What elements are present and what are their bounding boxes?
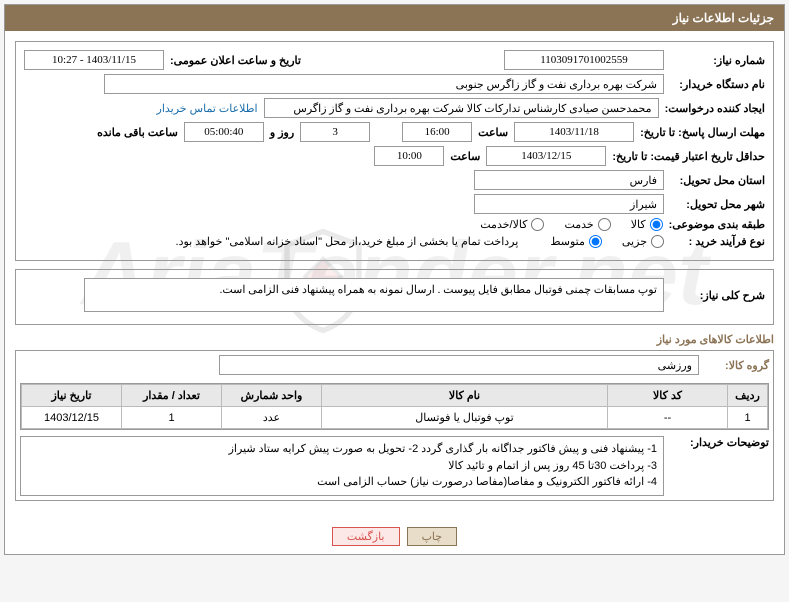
- group-value: ورزشی: [219, 355, 699, 375]
- main-fieldset: شماره نیاز: 1103091701002559 تاریخ و ساع…: [15, 41, 774, 261]
- panel-title: جزئیات اطلاعات نیاز: [673, 11, 774, 25]
- category-label-goods: کالا: [631, 218, 646, 231]
- items-table-wrap: ردیف کد کالا نام کالا واحد شمارش تعداد /…: [20, 383, 769, 430]
- category-radio-goods[interactable]: [650, 218, 663, 231]
- category-radio-group: کالا خدمت کالا/خدمت: [480, 218, 662, 231]
- category-label: طبقه بندی موضوعی:: [669, 218, 765, 231]
- row-buyer-org: نام دستگاه خریدار: شرکت بهره برداری نفت …: [24, 74, 765, 94]
- purchase-type-label: نوع فرآیند خرید :: [670, 235, 765, 248]
- row-province: استان محل تحویل: فارس: [24, 170, 765, 190]
- col-unit: واحد شمارش: [222, 385, 322, 407]
- deadline-hour: 16:00: [402, 122, 472, 142]
- items-table: ردیف کد کالا نام کالا واحد شمارش تعداد /…: [21, 384, 768, 429]
- purchase-type-label-minor: جزیی: [622, 235, 647, 248]
- main-container: جزئیات اطلاعات نیاز AriaTender.net شماره…: [4, 4, 785, 555]
- buyer-org-label: نام دستگاه خریدار:: [670, 78, 765, 91]
- row-validity: حداقل تاریخ اعتبار قیمت: تا تاریخ: 1403/…: [24, 146, 765, 166]
- desc-value: توپ مسابقات چمنی فوتبال مطابق فایل پیوست…: [84, 278, 664, 312]
- desc-fieldset: شرح کلی نیاز: توپ مسابقات چمنی فوتبال مط…: [15, 269, 774, 325]
- cell-qty: 1: [122, 407, 222, 429]
- col-row-no: ردیف: [728, 385, 768, 407]
- city-label: شهر محل تحویل:: [670, 198, 765, 211]
- purchase-type-radio-minor[interactable]: [651, 235, 664, 248]
- category-label-service: خدمت: [564, 218, 593, 231]
- category-option-goods[interactable]: کالا: [631, 218, 663, 231]
- validity-label: حداقل تاریخ اعتبار قیمت: تا تاریخ:: [612, 150, 765, 163]
- validity-hour: 10:00: [374, 146, 444, 166]
- deadline-days-label: روز و: [270, 126, 294, 139]
- back-button[interactable]: بازگشت: [332, 527, 400, 546]
- panel-body: AriaTender.net شماره نیاز: 1103091701002…: [5, 31, 784, 519]
- validity-date: 1403/12/15: [486, 146, 606, 166]
- row-category: طبقه بندی موضوعی: کالا خدمت کالا/خدمت: [24, 218, 765, 231]
- items-table-header-row: ردیف کد کالا نام کالا واحد شمارش تعداد /…: [22, 385, 768, 407]
- buyer-notes-box: 1- پیشنهاد فنی و پیش فاکتور جداگانه بار …: [20, 436, 664, 496]
- purchase-type-option-minor[interactable]: جزیی: [622, 235, 664, 248]
- row-group: گروه کالا: ورزشی: [20, 355, 769, 375]
- row-purchase-type: نوع فرآیند خرید : جزیی متوسط پرداخت تمام…: [24, 235, 765, 248]
- col-item-name: نام کالا: [322, 385, 608, 407]
- buyer-notes-line-3: 4- ارائه فاکتور الکترونیک و مفاصا(مفاصا …: [27, 474, 657, 491]
- deadline-remain: 05:00:40: [184, 122, 264, 142]
- announce-date-label: تاریخ و ساعت اعلان عمومی:: [170, 54, 301, 67]
- category-option-service[interactable]: خدمت: [564, 218, 610, 231]
- province-label: استان محل تحویل:: [670, 174, 765, 187]
- cell-row-no: 1: [728, 407, 768, 429]
- purchase-type-option-medium[interactable]: متوسط: [550, 235, 602, 248]
- announce-date-value: 1403/11/15 - 10:27: [24, 50, 164, 70]
- print-button[interactable]: چاپ: [407, 527, 458, 546]
- cell-need-date: 1403/12/15: [22, 407, 122, 429]
- buyer-notes-label: توضیحات خریدار:: [674, 436, 769, 496]
- table-row: 1 -- توپ فوتبال یا فوتسال عدد 1 1403/12/…: [22, 407, 768, 429]
- items-fieldset: گروه کالا: ورزشی ردیف کد کالا نام کالا و…: [15, 350, 774, 501]
- row-request-no: شماره نیاز: 1103091701002559 تاریخ و ساع…: [24, 50, 765, 70]
- purchase-type-label-medium: متوسط: [550, 235, 585, 248]
- validity-hour-label: ساعت: [450, 150, 480, 163]
- buyer-org-value: شرکت بهره برداری نفت و گاز زاگرس جنوبی: [104, 74, 664, 94]
- row-requester: ایجاد کننده درخواست: محمدحسن صیادی کارشن…: [24, 98, 765, 118]
- col-item-code: کد کالا: [608, 385, 728, 407]
- province-value: فارس: [474, 170, 664, 190]
- request-no-value: 1103091701002559: [504, 50, 664, 70]
- city-value: شیراز: [474, 194, 664, 214]
- contact-buyer-link[interactable]: اطلاعات تماس خریدار: [157, 102, 258, 115]
- deadline-hour-label: ساعت: [478, 126, 508, 139]
- button-row: چاپ بازگشت: [5, 519, 784, 554]
- row-buyer-notes: توضیحات خریدار: 1- پیشنهاد فنی و پیش فاک…: [20, 436, 769, 496]
- buyer-notes-line-2: 3- پرداخت 30تا 45 روز پس از اتمام و تائی…: [27, 458, 657, 475]
- deadline-days: 3: [300, 122, 370, 142]
- category-option-both[interactable]: کالا/خدمت: [480, 218, 544, 231]
- desc-label: شرح کلی نیاز:: [670, 289, 765, 302]
- purchase-type-radio-group: جزیی متوسط: [550, 235, 664, 248]
- category-radio-service[interactable]: [598, 218, 611, 231]
- request-no-label: شماره نیاز:: [670, 54, 765, 67]
- cell-item-name: توپ فوتبال یا فوتسال: [322, 407, 608, 429]
- deadline-date: 1403/11/18: [514, 122, 634, 142]
- requester-value: محمدحسن صیادی کارشناس تدارکات کالا شرکت …: [264, 98, 659, 118]
- deadline-remain-label: ساعت باقی مانده: [97, 126, 178, 139]
- cell-unit: عدد: [222, 407, 322, 429]
- category-radio-both[interactable]: [531, 218, 544, 231]
- deadline-label: مهلت ارسال پاسخ: تا تاریخ:: [640, 126, 765, 139]
- row-desc: شرح کلی نیاز: توپ مسابقات چمنی فوتبال مط…: [24, 278, 765, 312]
- cell-item-code: --: [608, 407, 728, 429]
- group-label: گروه کالا:: [709, 359, 769, 372]
- category-label-both: کالا/خدمت: [480, 218, 527, 231]
- row-city: شهر محل تحویل: شیراز: [24, 194, 765, 214]
- purchase-type-note: پرداخت تمام یا بخشی از مبلغ خرید،از محل …: [176, 235, 519, 248]
- items-section-header: اطلاعات کالاهای مورد نیاز: [15, 333, 774, 346]
- col-qty: تعداد / مقدار: [122, 385, 222, 407]
- purchase-type-radio-medium[interactable]: [589, 235, 602, 248]
- buyer-notes-line-1: 1- پیشنهاد فنی و پیش فاکتور جداگانه بار …: [27, 441, 657, 458]
- row-deadline: مهلت ارسال پاسخ: تا تاریخ: 1403/11/18 سا…: [24, 122, 765, 142]
- panel-header: جزئیات اطلاعات نیاز: [5, 5, 784, 31]
- col-need-date: تاریخ نیاز: [22, 385, 122, 407]
- requester-label: ایجاد کننده درخواست:: [665, 102, 765, 115]
